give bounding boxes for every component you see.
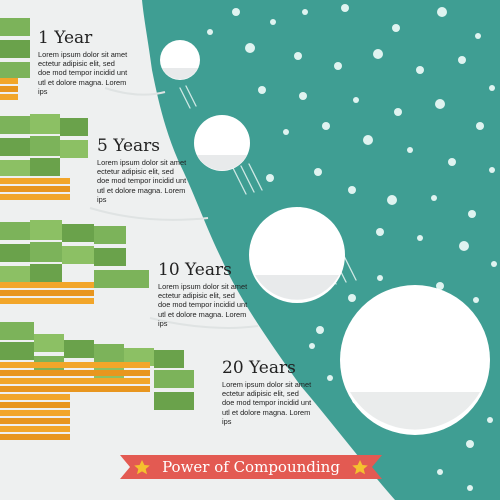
- snowflake: [431, 195, 437, 201]
- milestone-title: 5 Years: [97, 136, 161, 156]
- title-banner: Power of Compounding: [120, 451, 382, 483]
- snowflake: [314, 168, 322, 176]
- money-stack-20-years: [0, 322, 194, 440]
- milestone-title: 1 Year: [38, 28, 93, 48]
- snowflake: [232, 8, 240, 16]
- milestone-5-years: 5 Years Lorem ipsum dolor sit amet ectet…: [97, 136, 187, 204]
- star-icon: [352, 460, 368, 475]
- snowflake: [436, 282, 444, 290]
- milestone-title: 10 Years: [158, 260, 232, 280]
- snowflake: [373, 49, 383, 59]
- milestone-description: Lorem ipsum dolor sit amet ectetur adipi…: [97, 158, 187, 204]
- snowflake: [458, 56, 466, 64]
- milestone-description: Lorem ipsum dolor sit amet ectetur adipi…: [38, 50, 128, 96]
- milestone-title: 20 Years: [222, 358, 296, 378]
- snowflake: [435, 99, 445, 109]
- snowflake: [341, 4, 349, 12]
- milestone-description: Lorem ipsum dolor sit amet ectetur adipi…: [158, 282, 248, 328]
- star-icon: [134, 460, 150, 475]
- snowflake: [302, 9, 308, 15]
- snowflake: [407, 147, 413, 153]
- ribbon-shape: [120, 455, 382, 479]
- snowflake: [437, 7, 447, 17]
- snowflake: [377, 275, 383, 281]
- snowflake: [353, 97, 359, 103]
- snowflake: [491, 261, 497, 267]
- snowflake: [348, 294, 356, 302]
- snowflake: [299, 92, 307, 100]
- snowflake: [316, 326, 324, 334]
- snowflake: [348, 186, 356, 194]
- snowflake: [245, 43, 255, 53]
- snowflake: [266, 174, 274, 182]
- milestone-10-years: 10 Years Lorem ipsum dolor sit amet ecte…: [158, 260, 248, 328]
- snowflake: [467, 485, 473, 491]
- banner-title: Power of Compounding: [162, 458, 340, 476]
- snowflake: [392, 24, 400, 32]
- snowflake: [363, 135, 373, 145]
- snowflake: [283, 129, 289, 135]
- snowflake: [476, 122, 484, 130]
- snowflake: [387, 195, 397, 205]
- ground-contours: [89, 87, 259, 329]
- snowflake: [475, 33, 481, 39]
- snowballs: [160, 40, 490, 435]
- milestone-description: Lorem ipsum dolor sit amet ectetur adipi…: [222, 380, 312, 426]
- snowflake: [207, 29, 213, 35]
- snowflake: [448, 158, 456, 166]
- milestone-20-years: 20 Years Lorem ipsum dolor sit amet ecte…: [222, 358, 312, 426]
- snowflake: [376, 228, 384, 236]
- snowflake: [487, 417, 493, 423]
- money-stack-10-years: [0, 220, 149, 304]
- snowflake: [489, 167, 495, 173]
- snowflake: [466, 440, 474, 448]
- snowflake: [327, 375, 333, 381]
- snowflake: [258, 86, 266, 94]
- snowflake: [416, 66, 424, 74]
- snowflake: [294, 52, 302, 60]
- snowflake: [459, 241, 469, 251]
- snowflake: [394, 108, 402, 116]
- snowflake: [417, 235, 423, 241]
- snowflake: [309, 343, 315, 349]
- snowflake: [270, 19, 276, 25]
- snowflake: [322, 122, 330, 130]
- milestone-1-year: 1 Year Lorem ipsum dolor sit amet ectetu…: [38, 28, 128, 96]
- snowflake: [489, 85, 495, 91]
- snowflake: [468, 210, 476, 218]
- money-stack-1-year: [0, 18, 30, 100]
- snowflake: [437, 469, 443, 475]
- snowflake: [334, 62, 342, 70]
- money-stack-5-years: [0, 114, 88, 200]
- snowflake: [473, 297, 479, 303]
